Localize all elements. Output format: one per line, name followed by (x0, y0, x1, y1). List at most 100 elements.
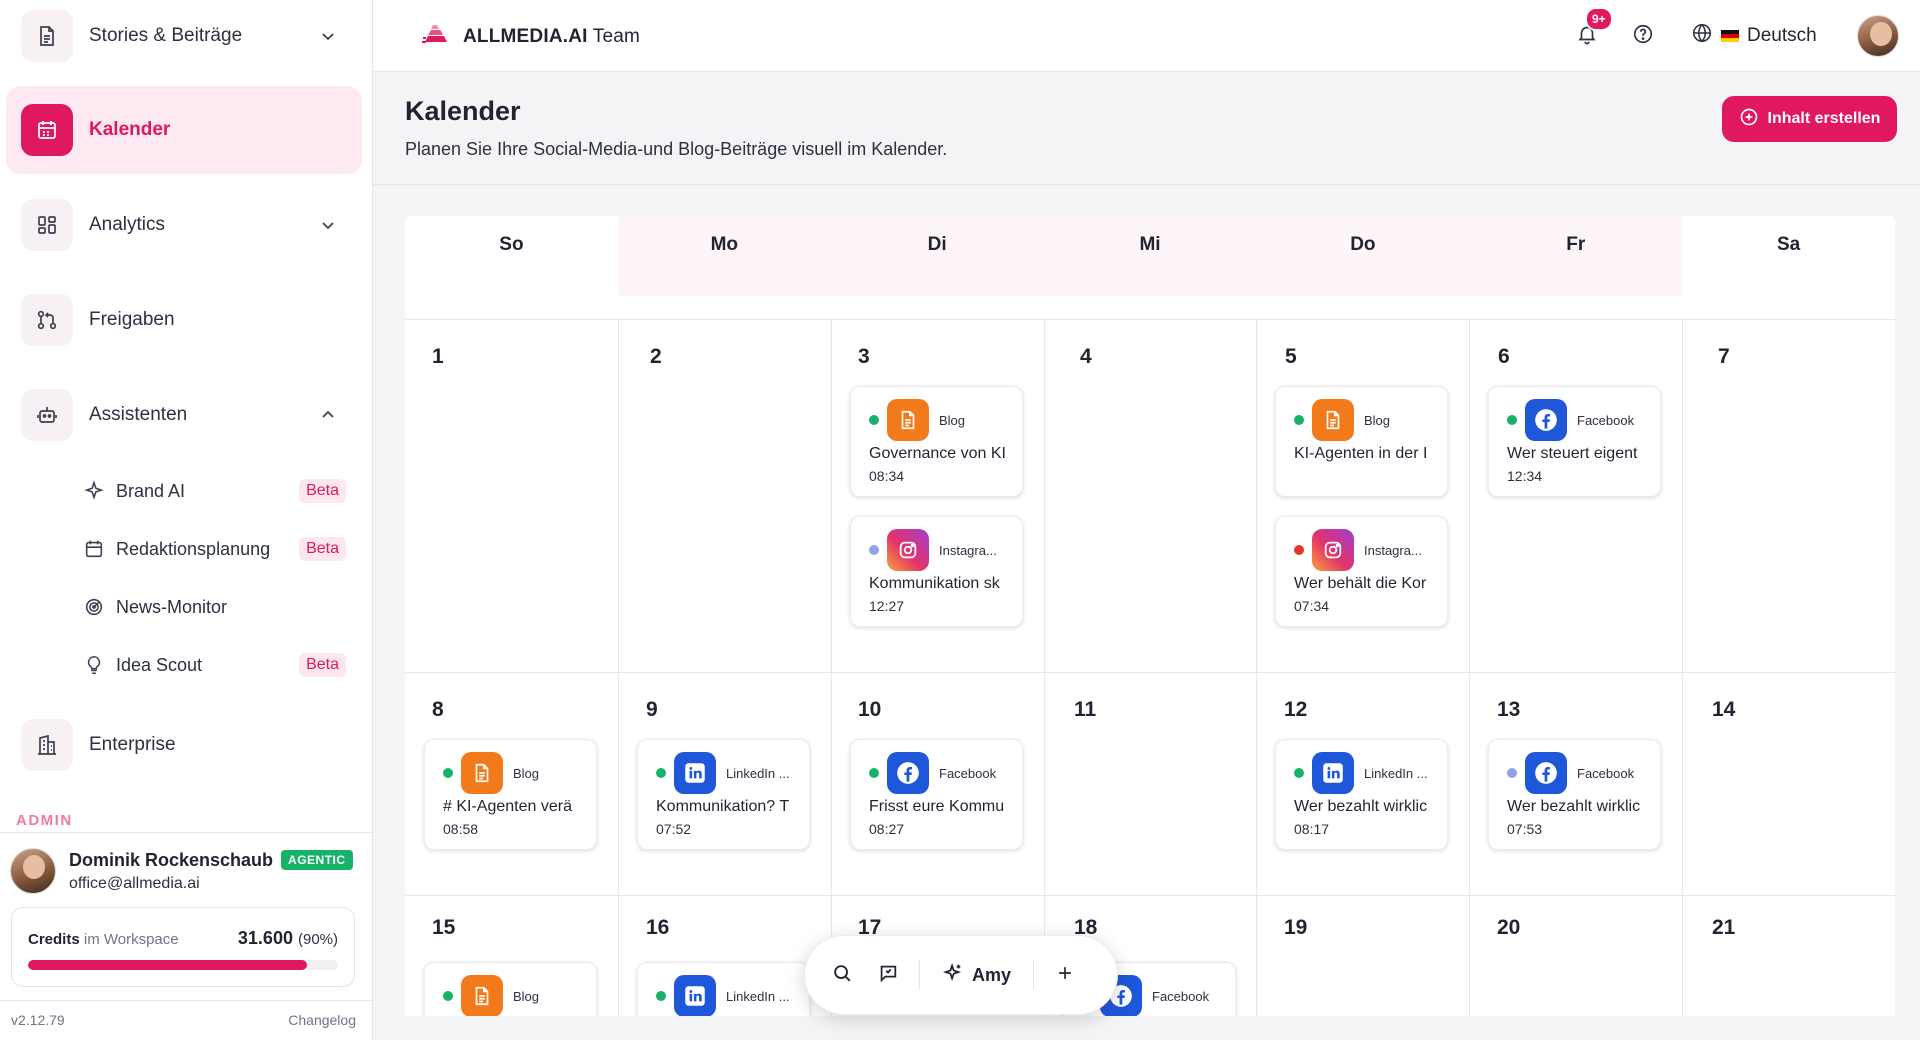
linkedin-icon (1312, 752, 1354, 794)
sidebar-subitem-idea-scout[interactable]: Idea Scout Beta (82, 645, 346, 685)
status-dot (443, 768, 453, 778)
globe-icon (1691, 22, 1713, 49)
instagram-icon (1312, 529, 1354, 571)
calendar-event-card[interactable]: LinkedIn ... Wer bezahlt wirklic 08:17 (1275, 739, 1448, 850)
event-title: KI-Agenten in der I (1294, 445, 1428, 462)
day-number: 21 (1712, 916, 1736, 939)
credits-percent: (90%) (297, 931, 338, 948)
avatar[interactable] (1857, 15, 1899, 57)
grid-icon (21, 199, 73, 251)
beta-badge: Beta (299, 653, 346, 677)
day-number: 12 (1284, 698, 1308, 721)
sidebar-subitem-label: Brand AI (116, 480, 186, 501)
day-number: 19 (1284, 916, 1308, 939)
divider (0, 1000, 373, 1001)
facebook-icon (887, 752, 929, 794)
event-time: 08:17 (1294, 821, 1330, 837)
sidebar-item-freigaben[interactable]: Freigaben (6, 276, 362, 364)
calendar-event-card[interactable]: Blog Governance von KI 08:34 (850, 386, 1023, 497)
sidebar-subitem-label: News-Monitor (116, 596, 228, 617)
sidebar-item-enterprise[interactable]: Enterprise (6, 701, 362, 789)
day-number: 9 (646, 698, 658, 721)
lightbulb-icon (82, 653, 106, 677)
day-number: 13 (1497, 698, 1521, 721)
allmedia-logo-icon (421, 22, 451, 51)
credits-progress-fill (28, 960, 307, 970)
credits-value: 31.600 (90%) (237, 928, 338, 948)
chevron-up-icon[interactable] (308, 407, 348, 423)
grid-line (618, 319, 619, 1016)
status-dot (1294, 545, 1304, 555)
event-type-label: Blog (1364, 412, 1391, 428)
calendar-event-card[interactable]: Blog # KI-Agenten verä 08:58 (424, 739, 597, 850)
event-title: # KI-Agenten verä (443, 798, 572, 815)
brand[interactable]: ALLMEDIA.AI Team (421, 22, 640, 51)
language-selector[interactable]: Deutsch (1691, 22, 1817, 49)
notifications-button[interactable]: 9+ (1571, 7, 1613, 52)
blog-document-icon (461, 752, 503, 794)
blog-document-icon (461, 975, 503, 1016)
facebook-icon (1525, 399, 1567, 441)
page-subtitle: Planen Sie Ihre Social-Media-und Blog-Be… (405, 139, 948, 159)
weekday-label: Fr (1469, 216, 1683, 296)
weekday-label: Mi (1043, 216, 1257, 296)
linkedin-icon (674, 752, 716, 794)
sidebar-subitem-brand-ai[interactable]: Brand AI Beta (82, 471, 346, 511)
document-icon (21, 10, 73, 62)
calendar-event-card[interactable]: Facebook Wer bezahlt wirklic 07:53 (1488, 739, 1661, 850)
sidebar-item-stories[interactable]: Stories & Beiträge (6, 0, 362, 80)
building-icon (21, 719, 73, 771)
calendar-event-card[interactable]: Blog KI-Agenten in der I (1275, 386, 1448, 497)
event-type-label: Facebook (1577, 765, 1635, 781)
day-number: 16 (646, 916, 670, 939)
event-time: 08:27 (869, 821, 905, 837)
sidebar-subitem-news-monitor[interactable]: News-Monitor (82, 587, 346, 627)
calendar-icon (21, 104, 73, 156)
sidebar: Stories & Beiträge Kalender Analytics Fr… (0, 0, 373, 1040)
sidebar-item-label: Stories & Beiträge (89, 25, 243, 46)
chevron-down-icon[interactable] (308, 28, 348, 44)
event-type-label: LinkedIn ... (726, 765, 790, 781)
day-number: 6 (1498, 345, 1510, 368)
sidebar-subitem-redaktionsplanung[interactable]: Redaktionsplanung Beta (82, 529, 346, 569)
calendar-event-card[interactable]: LinkedIn ... Kommunikation? T 07:52 (637, 739, 810, 850)
credits-card[interactable]: Credits im Workspace 31.600 (90%) (11, 907, 355, 987)
status-dot (869, 415, 879, 425)
weekday-label: Sa (1682, 216, 1895, 296)
calendar-event-card[interactable]: Instagra... Wer behält die Kor 07:34 (1275, 516, 1448, 627)
event-type-label: LinkedIn ... (726, 988, 790, 1004)
chevron-down-icon[interactable] (308, 217, 348, 233)
event-type-label: Facebook (1152, 988, 1210, 1004)
day-number: 4 (1080, 345, 1092, 368)
chat-icon (877, 962, 899, 989)
feedback-button[interactable] (865, 952, 911, 998)
sidebar-item-assistenten[interactable]: Assistenten (6, 371, 362, 459)
changelog-link[interactable]: Changelog (288, 1012, 356, 1028)
german-flag-icon (1721, 29, 1739, 42)
calendar-weekday-header: So Mo Di Mi Do Fr Sa (405, 216, 1895, 296)
sidebar-item-kalender[interactable]: Kalender (6, 86, 362, 174)
calendar-event-card[interactable]: LinkedIn ... (637, 962, 810, 1016)
create-content-button[interactable]: Inhalt erstellen (1722, 96, 1897, 142)
calendar-edit-icon (82, 537, 106, 561)
status-dot (656, 991, 666, 1001)
sidebar-subitem-label: Redaktionsplanung (116, 538, 271, 559)
grid-line (1256, 319, 1257, 1016)
robot-icon (21, 389, 73, 441)
weekday-label: Di (830, 216, 1044, 296)
help-button[interactable] (1627, 20, 1659, 52)
user-profile[interactable]: Dominik Rockenschaub AGENTIC office@allm… (10, 846, 362, 896)
sidebar-item-label: Assistenten (89, 404, 188, 425)
sidebar-item-analytics[interactable]: Analytics (6, 181, 362, 269)
amy-assistant-button[interactable]: Amy (928, 962, 1025, 989)
search-button[interactable] (819, 952, 865, 998)
sidebar-item-label: Analytics (89, 214, 166, 235)
calendar-event-card[interactable]: Facebook Frisst eure Kommu 08:27 (850, 739, 1023, 850)
calendar-event-card[interactable]: Instagra... Kommunikation sk 12:27 (850, 516, 1023, 627)
add-button[interactable] (1042, 952, 1088, 998)
sidebar-item-label: Enterprise (89, 734, 176, 755)
calendar-event-card[interactable]: Blog (424, 962, 597, 1016)
notification-count-badge: 9+ (1585, 7, 1613, 31)
calendar-event-card[interactable]: Facebook Wer steuert eigent 12:34 (1488, 386, 1661, 497)
day-number: 11 (1074, 698, 1097, 721)
